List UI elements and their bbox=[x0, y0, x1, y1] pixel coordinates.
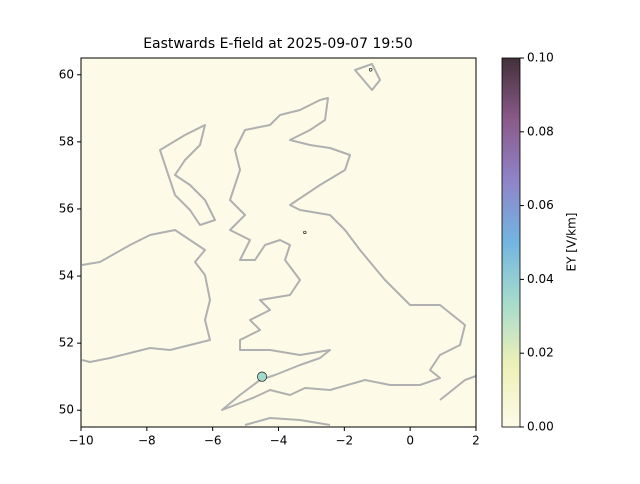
colorbar-tick-label: 0.02 bbox=[527, 346, 554, 360]
station-point bbox=[368, 68, 373, 72]
y-tick-label: 50 bbox=[59, 403, 74, 417]
y-tick-label: 58 bbox=[59, 134, 74, 148]
hebrides bbox=[159, 124, 216, 226]
y-tick-label: 52 bbox=[59, 336, 74, 350]
x-tick-label: −2 bbox=[335, 434, 353, 448]
x-tick-label: −8 bbox=[138, 434, 156, 448]
colorbar-tick-label: 0.00 bbox=[527, 420, 554, 434]
x-tick-label: 0 bbox=[406, 434, 414, 448]
colorbar-tick-label: 0.08 bbox=[527, 124, 554, 138]
colorbar-tick-label: 0.06 bbox=[527, 198, 554, 212]
map-background bbox=[81, 58, 476, 427]
colorbar-tick-label: 0.10 bbox=[527, 51, 554, 65]
coastlines bbox=[81, 63, 476, 426]
y-tick-label: 56 bbox=[59, 201, 74, 215]
x-tick-label: −6 bbox=[204, 434, 222, 448]
station-point bbox=[257, 371, 268, 382]
x-tick-label: −10 bbox=[68, 434, 93, 448]
ireland bbox=[81, 229, 211, 363]
colorbar-label: EY [V/km] bbox=[565, 213, 579, 272]
shetland bbox=[354, 63, 381, 91]
y-tick-label: 60 bbox=[59, 67, 74, 81]
chart-title: Eastwards E-field at 2025-09-07 19:50 bbox=[143, 36, 413, 52]
x-tick-label: 2 bbox=[472, 434, 480, 448]
france bbox=[244, 375, 476, 426]
colorbar-tick-label: 0.04 bbox=[527, 272, 554, 286]
colorbar bbox=[501, 57, 521, 428]
great-britain bbox=[221, 97, 466, 411]
x-tick-label: −4 bbox=[270, 434, 288, 448]
station-point bbox=[303, 230, 307, 235]
y-tick-label: 54 bbox=[59, 269, 74, 283]
